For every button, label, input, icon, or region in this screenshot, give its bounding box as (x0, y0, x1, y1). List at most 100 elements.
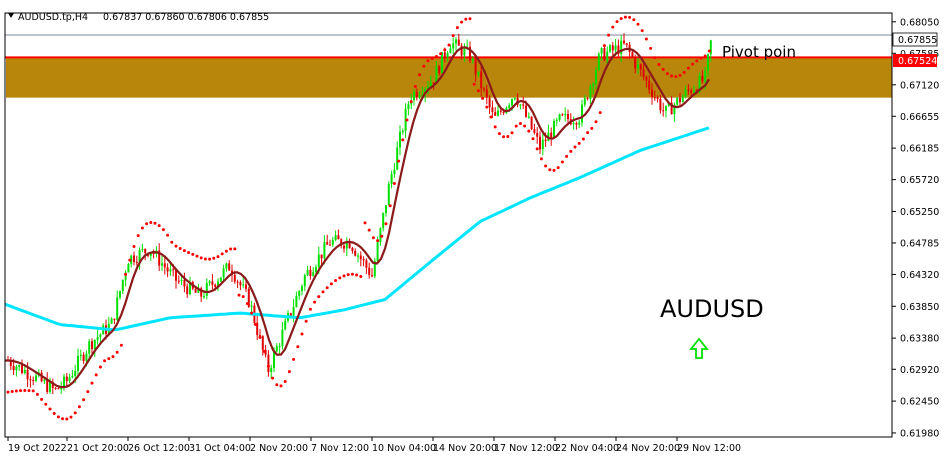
candle-body (113, 318, 116, 320)
candle-body (99, 334, 102, 338)
price-tick-label: 0.66655 (900, 112, 939, 123)
candle-body (96, 337, 99, 340)
candle-body (9, 360, 12, 367)
psar-dot (325, 286, 329, 290)
psar-dot (313, 300, 317, 304)
candle-body (623, 40, 625, 44)
candle-body (407, 104, 410, 109)
candle-body (77, 355, 79, 371)
candle-body (555, 120, 558, 122)
psar-dot (308, 307, 312, 311)
candle-body (600, 47, 603, 54)
candle-body (354, 250, 357, 256)
candle-body (242, 284, 245, 286)
candle-body (203, 296, 205, 298)
time-tick-label: 10 Nov 04:00 (372, 443, 436, 454)
psar-dot (283, 379, 287, 383)
candle-body (46, 379, 49, 392)
candle-body (533, 129, 536, 133)
psar-dot (69, 415, 73, 419)
candle-body (239, 282, 242, 286)
psar-dot (439, 52, 443, 56)
candle-body (281, 329, 284, 346)
psar-dot (623, 15, 627, 19)
psar-dot (371, 236, 375, 240)
psar-dot (359, 275, 363, 279)
candle-body (690, 90, 693, 93)
candle-body (362, 259, 365, 261)
candle-body (91, 341, 93, 350)
candle-body (371, 275, 373, 277)
psar-dot (607, 33, 611, 37)
candle-body (301, 286, 303, 292)
candle-body (152, 252, 155, 254)
candle-body (665, 105, 667, 111)
candle-body (396, 147, 399, 170)
candle-body (194, 288, 197, 293)
price-tick-label: 0.65250 (900, 207, 939, 218)
dropdown-triangle-icon[interactable] (8, 13, 14, 18)
price-tick-label: 0.62920 (900, 365, 939, 376)
psar-dot (464, 17, 468, 21)
psar-dot (329, 282, 333, 286)
candle-body (558, 114, 561, 121)
psar-dot (275, 383, 279, 387)
psar-dot (334, 279, 338, 283)
psar-dot (287, 370, 291, 374)
candle-body (379, 228, 382, 243)
candle-body (208, 281, 211, 284)
candle-body (502, 111, 505, 113)
candle-body (331, 239, 334, 245)
psar-dot (124, 272, 128, 276)
candle-body (656, 97, 659, 99)
candle-body (18, 365, 21, 367)
candle-body (541, 139, 544, 150)
candle-body (704, 70, 707, 82)
psar-dot (640, 29, 644, 33)
candle-body (645, 76, 648, 81)
candle-body (348, 241, 351, 249)
psar-dot (10, 390, 14, 394)
candle-body (65, 376, 68, 382)
psar-dot (560, 160, 564, 164)
psar-dot (707, 49, 711, 53)
candle-body (15, 366, 18, 371)
candle-body (270, 367, 273, 373)
candle-body (525, 105, 527, 117)
psar-dot (418, 73, 422, 77)
candle-body (651, 89, 653, 98)
psar-dot (632, 18, 636, 22)
candle-body (620, 40, 623, 55)
candle-body (513, 97, 516, 100)
psar-dot (103, 359, 107, 363)
candle-body (449, 48, 452, 54)
candle-body (648, 80, 651, 90)
candle-body (93, 339, 96, 350)
candle-body (250, 305, 253, 307)
candle-body (26, 369, 29, 380)
candle-body (673, 104, 676, 115)
psar-dot (161, 228, 165, 232)
candle-body (63, 376, 65, 388)
candle-body (432, 82, 435, 84)
candle-body (617, 45, 620, 55)
candle-body (309, 269, 312, 276)
candle-body (275, 346, 278, 352)
candle-body (315, 267, 317, 273)
psar-dot (90, 381, 94, 385)
candle-body (189, 282, 191, 295)
candle-body (320, 254, 323, 259)
candle-body (303, 275, 306, 287)
time-tick-label: 2 Nov 20:00 (250, 443, 308, 454)
candle-body (527, 116, 530, 118)
candle-body (385, 205, 387, 213)
candle-body (163, 263, 166, 268)
psar-dot (460, 20, 464, 24)
candle-body (49, 381, 51, 392)
psar-dot (170, 240, 174, 244)
candle-body (289, 313, 292, 316)
psar-dot (447, 43, 451, 47)
candle-body (401, 130, 404, 132)
